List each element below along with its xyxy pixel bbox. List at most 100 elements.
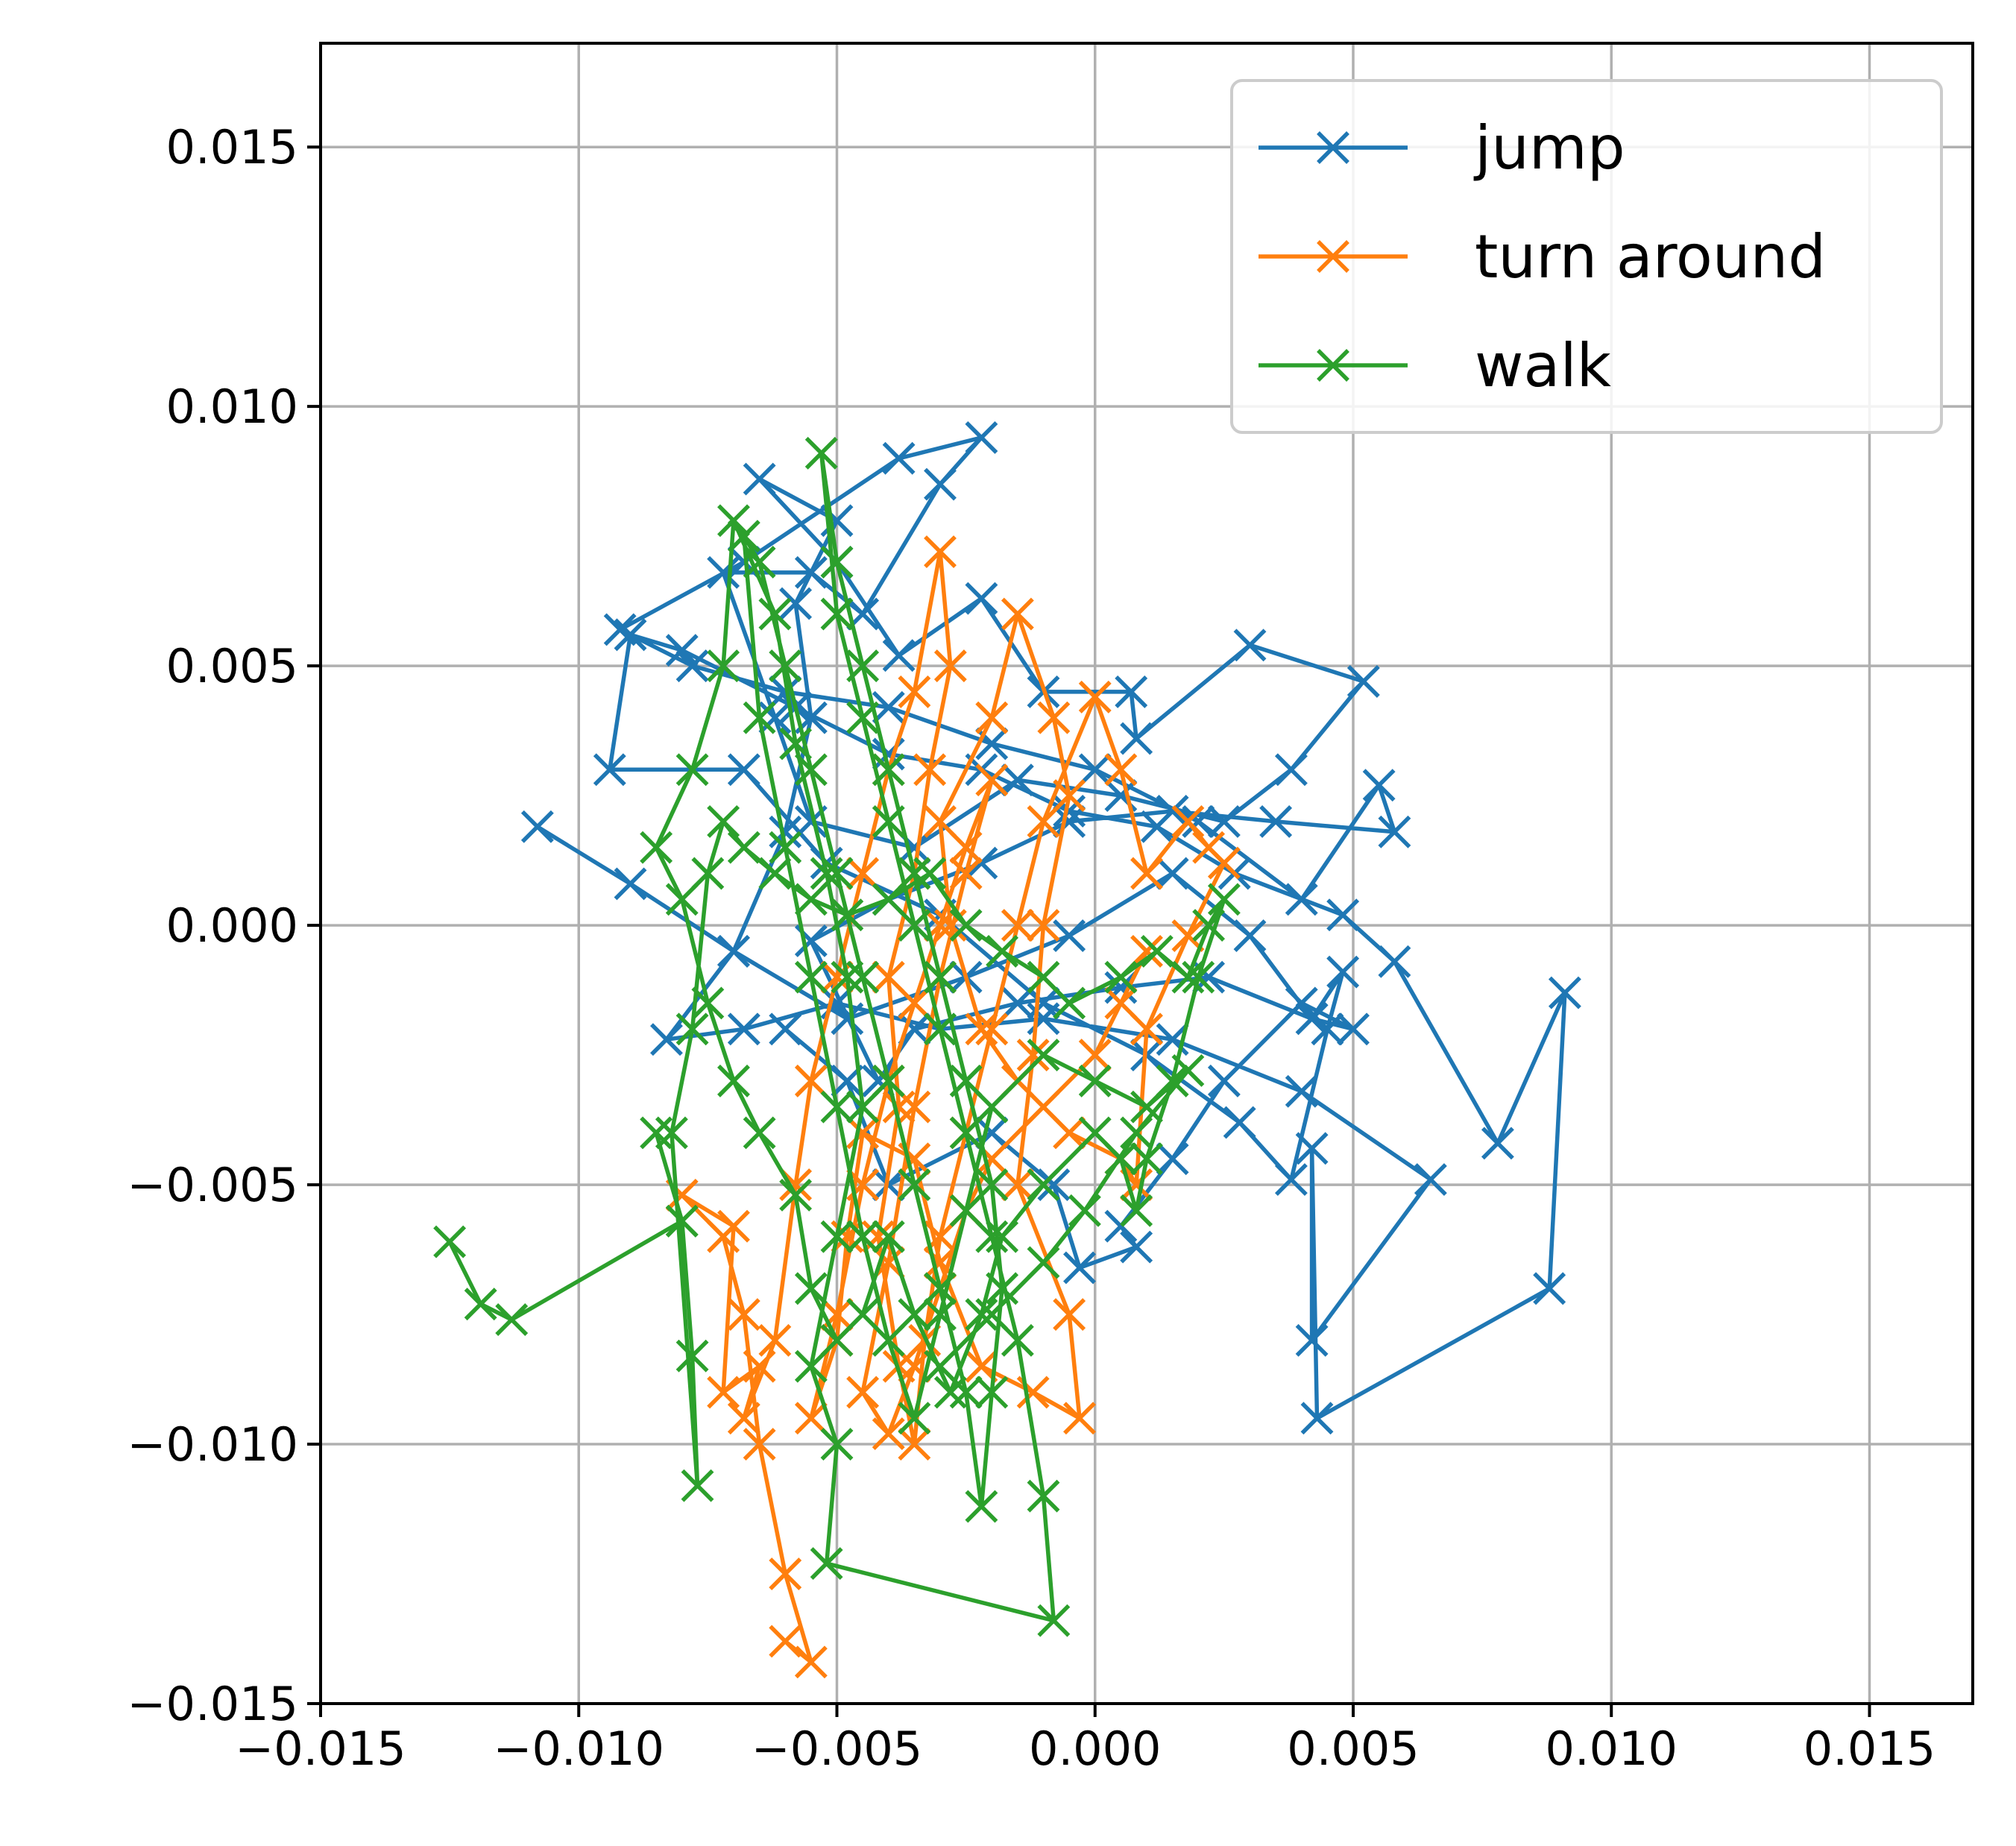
data-point-marker (603, 613, 637, 646)
data-point-marker (794, 1402, 828, 1435)
data-point-marker (675, 1339, 709, 1373)
data-point-marker (1104, 960, 1138, 994)
data-point-marker (831, 960, 864, 994)
data-point-marker (872, 1064, 905, 1097)
data-point-marker (1156, 1142, 1189, 1176)
legend-marker-swatch (1317, 131, 1349, 164)
data-point-marker (933, 649, 967, 683)
data-point-marker (727, 1402, 760, 1435)
series-walk (433, 436, 1241, 1637)
data-point-marker (794, 555, 828, 589)
data-point-marker (924, 535, 957, 568)
data-point-marker (898, 909, 931, 942)
data-point-marker (433, 1225, 467, 1259)
data-point-marker (933, 1376, 967, 1409)
y-tick-label: 0.000 (166, 898, 299, 953)
data-point-marker (986, 1272, 1019, 1305)
data-point-marker (861, 1220, 895, 1253)
data-point-marker (872, 883, 905, 916)
y-tick-label: −0.015 (127, 1677, 298, 1731)
data-point-marker (1053, 919, 1086, 952)
data-point-marker (717, 504, 750, 538)
data-point-marker (820, 1323, 854, 1357)
data-point-marker (1001, 1168, 1034, 1202)
legend-label: walk (1475, 331, 1612, 400)
data-point-marker (1414, 1163, 1447, 1197)
data-point-marker (707, 555, 740, 589)
data-point-marker (1120, 1230, 1153, 1264)
data-point-marker (949, 1376, 983, 1409)
data-point-marker (794, 753, 828, 787)
legend-entry: turn around (1259, 222, 1826, 292)
legend-entry: walk (1259, 331, 1612, 400)
data-point-marker (675, 649, 709, 683)
data-point-marker (872, 753, 905, 787)
x-tick-label: 0.000 (1029, 1721, 1162, 1776)
y-tick-label: 0.015 (166, 120, 299, 174)
data-point-marker (794, 960, 828, 994)
legend-label: turn around (1475, 222, 1826, 292)
data-point-marker (614, 867, 647, 901)
data-point-marker (846, 649, 880, 683)
data-point-marker (1130, 1090, 1163, 1124)
data-point-marker (665, 634, 699, 667)
data-point-marker (691, 986, 725, 1020)
data-point-marker (846, 701, 880, 734)
data-point-marker (1156, 1064, 1189, 1097)
data-point-marker (707, 1376, 740, 1409)
data-point-marker (986, 1220, 1019, 1253)
data-point-marker (1233, 919, 1267, 952)
data-point-marker (965, 1298, 998, 1331)
data-point-marker (898, 986, 931, 1020)
data-point-marker (846, 1090, 880, 1124)
data-point-marker (846, 1116, 880, 1150)
series-turn-around (665, 535, 1241, 1679)
data-point-marker (1533, 1272, 1566, 1305)
data-point-marker (769, 1557, 802, 1590)
data-point-marker (779, 727, 813, 760)
data-point-marker (1130, 1012, 1163, 1046)
data-point-marker (949, 1064, 983, 1097)
data-point-marker (794, 1064, 828, 1097)
legend-marker-swatch (1317, 349, 1349, 382)
data-point-marker (831, 1002, 864, 1036)
data-point-marker (1285, 883, 1318, 916)
data-point-marker (913, 753, 947, 787)
data-point-marker (1027, 986, 1060, 1020)
data-point-marker (965, 582, 998, 615)
data-point-marker (1104, 753, 1138, 787)
data-point-marker (820, 1220, 854, 1253)
data-point-marker (1346, 665, 1380, 698)
data-point-marker (794, 1349, 828, 1383)
data-point-marker (779, 587, 813, 620)
data-point-marker (924, 960, 957, 994)
data-point-marker (743, 545, 776, 579)
data-point-marker (707, 804, 740, 838)
data-point-marker (1326, 898, 1360, 932)
data-point-marker (681, 1469, 714, 1502)
data-point-marker (831, 898, 864, 932)
data-point-marker (1171, 804, 1205, 838)
data-point-marker (1063, 1251, 1096, 1285)
y-tick-label: 0.010 (166, 379, 299, 434)
data-point-marker (495, 1303, 529, 1336)
data-point-marker (1027, 960, 1060, 994)
data-point-marker (717, 1064, 750, 1097)
data-point-marker (1104, 971, 1138, 1004)
data-point-marker (924, 1349, 957, 1383)
data-point-marker (820, 857, 854, 890)
data-point-marker (794, 883, 828, 916)
data-point-marker (1223, 1106, 1256, 1139)
data-point-marker (743, 1428, 776, 1461)
data-point-marker (1130, 934, 1163, 968)
x-tick-label: 0.010 (1546, 1721, 1678, 1776)
data-point-marker (820, 1090, 854, 1124)
data-point-marker (1171, 960, 1205, 994)
data-point-marker (1182, 960, 1215, 994)
data-point-marker (1104, 1142, 1138, 1176)
data-point-marker (520, 810, 554, 843)
data-point-marker (727, 520, 760, 553)
data-point-marker (1027, 1090, 1060, 1124)
series-layer (433, 420, 1581, 1679)
data-point-marker (872, 1417, 905, 1451)
